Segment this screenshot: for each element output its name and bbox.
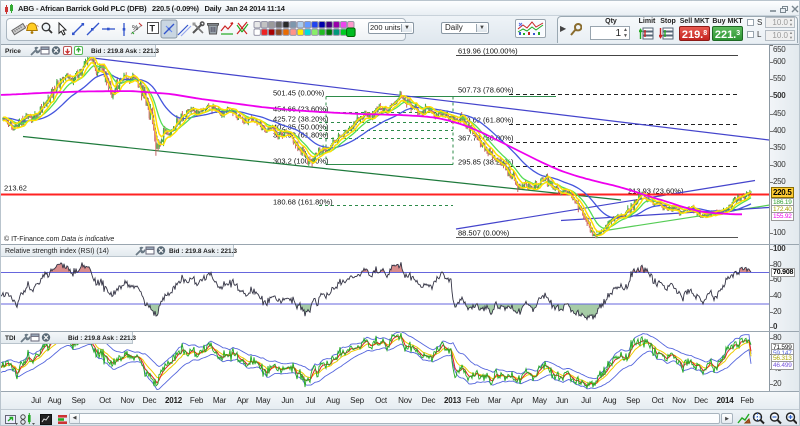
svg-text:%: % [132, 25, 138, 32]
svg-text:402.35 (50.00%): 402.35 (50.00%) [273, 123, 329, 132]
svg-text:180.68 (161.80%): 180.68 (161.80%) [273, 198, 333, 207]
svg-text:213.62: 213.62 [4, 184, 27, 193]
svg-text:T: T [150, 24, 156, 34]
svg-text:507.73 (78.60%): 507.73 (78.60%) [458, 86, 514, 95]
svg-text:425.72 (38.20%): 425.72 (38.20%) [273, 115, 329, 124]
svg-text:619.96 (100.00%): 619.96 (100.00%) [458, 47, 518, 56]
svg-text:213.93 (23.60%): 213.93 (23.60%) [628, 187, 684, 196]
svg-text:419.62 (61.80%): 419.62 (61.80%) [458, 116, 514, 125]
svg-text:378.98 (61.80%): 378.98 (61.80%) [273, 131, 329, 140]
svg-text:303.2 (100.00%): 303.2 (100.00%) [273, 157, 329, 166]
svg-text:295.85 (38.20%): 295.85 (38.20%) [458, 158, 514, 167]
svg-text:501.45 (0.00%): 501.45 (0.00%) [273, 89, 325, 98]
svg-text:454.66 (23.60%): 454.66 (23.60%) [273, 105, 329, 114]
svg-text:88.507 (0.00%): 88.507 (0.00%) [458, 229, 510, 238]
